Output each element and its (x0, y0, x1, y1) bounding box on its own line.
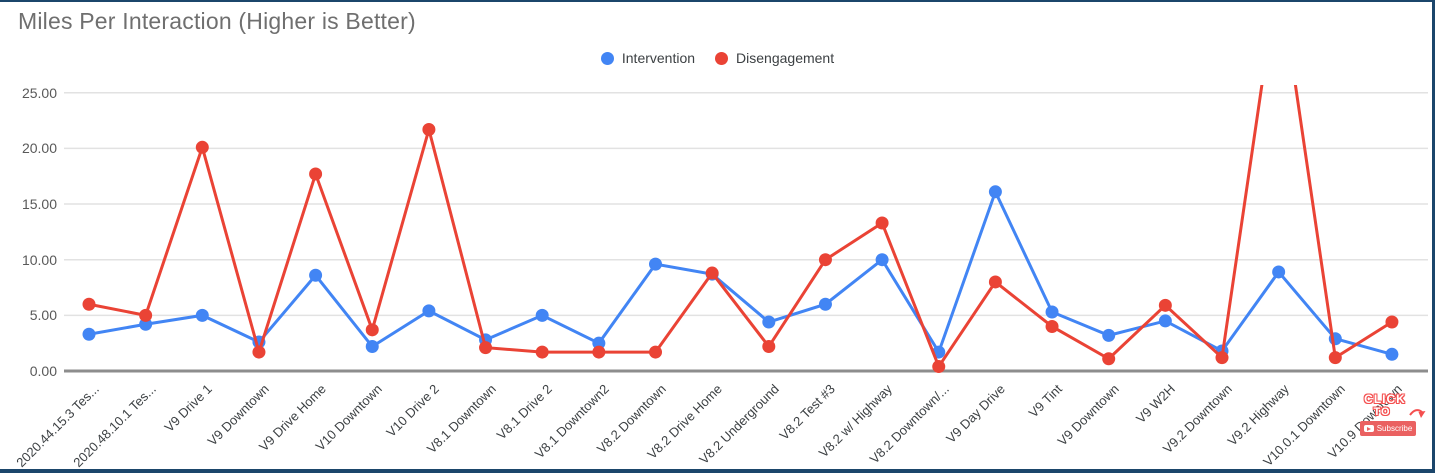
y-axis-tick-label: 15.00 (21, 196, 57, 213)
data-point-intervention (82, 327, 96, 341)
data-point-disengagement (1385, 315, 1399, 329)
legend-item-intervention: Intervention (600, 50, 696, 66)
subscribe-button[interactable]: Subscribe (1360, 421, 1416, 436)
y-axis-tick-label: 5.00 (29, 307, 57, 324)
data-point-disengagement (82, 297, 96, 311)
data-point-disengagement (365, 323, 379, 337)
series-line-disengagement (88, 85, 1393, 370)
data-point-disengagement (762, 340, 776, 354)
data-point-intervention (988, 185, 1002, 199)
data-point-intervention (365, 340, 379, 354)
curved-arrow-icon (1409, 409, 1426, 418)
data-point-disengagement (195, 140, 209, 154)
data-point-disengagement (535, 345, 549, 359)
data-point-disengagement (1045, 319, 1059, 333)
click-to-text-line2: TO (1373, 406, 1391, 418)
plot-area (64, 85, 1428, 374)
data-point-disengagement (479, 341, 493, 355)
youtube-play-icon (1363, 425, 1374, 432)
window-edge-right (1432, 0, 1435, 473)
data-point-intervention (1272, 265, 1286, 279)
data-point-intervention (309, 268, 323, 282)
y-axis-tick-label: 0.00 (29, 363, 57, 379)
y-axis-tick-label: 20.00 (21, 140, 57, 157)
data-point-disengagement (1102, 352, 1116, 366)
series-line-intervention (88, 187, 1393, 356)
data-point-intervention (1045, 305, 1059, 319)
window-edge-bottom (0, 469, 1435, 473)
data-point-disengagement (592, 345, 606, 359)
data-point-intervention (1158, 314, 1172, 328)
data-point-intervention (422, 304, 436, 318)
data-point-disengagement (875, 216, 889, 230)
y-axis-tick-label: 25.00 (21, 84, 57, 101)
intervention-dot-icon (600, 51, 614, 65)
data-point-disengagement (252, 345, 266, 359)
data-point-intervention (762, 315, 776, 329)
data-point-intervention (875, 253, 889, 267)
data-point-intervention (592, 336, 606, 350)
data-point-disengagement (309, 167, 323, 181)
data-point-disengagement (818, 253, 832, 267)
click-to-text-line1: CLICK (1364, 392, 1406, 406)
data-point-disengagement (649, 345, 662, 359)
data-point-disengagement (988, 275, 1002, 289)
subscribe-overlay: CLICK TO Subscribe (1356, 392, 1428, 456)
data-point-disengagement (1158, 298, 1172, 312)
legend-label-intervention: Intervention (621, 50, 696, 66)
chart-title: Miles Per Interaction (Higher is Better) (18, 8, 416, 34)
y-axis-tick-label: 10.00 (21, 251, 57, 268)
data-point-intervention (195, 308, 209, 322)
data-point-intervention (649, 257, 662, 271)
legend-label-disengagement: Disengagement (736, 50, 835, 66)
data-point-intervention (1385, 347, 1399, 361)
data-point-disengagement (1215, 351, 1229, 365)
data-point-intervention (139, 317, 153, 331)
data-point-disengagement (422, 122, 436, 136)
data-point-disengagement (705, 266, 719, 280)
legend: Intervention Disengagement (0, 50, 1435, 66)
window-edge-top (0, 0, 1435, 2)
subscribe-button-label: Subscribe (1376, 423, 1413, 433)
data-point-disengagement (139, 308, 153, 322)
data-point-intervention (1102, 328, 1116, 342)
disengagement-dot-icon (715, 51, 729, 65)
data-point-disengagement (1328, 351, 1342, 365)
legend-item-disengagement: Disengagement (715, 50, 834, 66)
data-point-intervention (818, 297, 832, 311)
data-point-disengagement (932, 360, 946, 374)
data-point-intervention (535, 308, 549, 322)
